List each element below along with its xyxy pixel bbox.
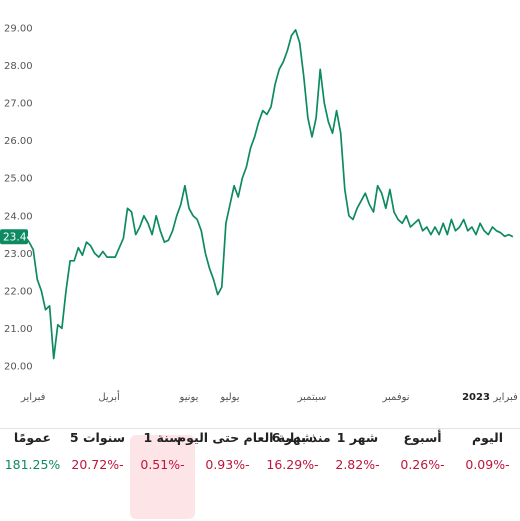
stat-period-change: 0.09%- <box>465 457 510 472</box>
y-axis: 20.00 21.00 22.00 23.00 24.00 25.00 26.00 27.00… <box>4 24 33 373</box>
price-chart: 20.00 21.00 22.00 23.00 24.00 25.00 26.00 27.00… <box>0 24 518 403</box>
y-tick-label: 23.00 <box>4 249 33 260</box>
stat-period-2[interactable]: 1 سنة 0.51%- <box>130 430 195 519</box>
stat-period-change: 181.25% <box>4 457 61 472</box>
stat-period-6[interactable]: أسبوع 0.26%- <box>390 429 455 519</box>
x-tick-label: 2023 <box>462 392 490 403</box>
current-value-label: 23.44 <box>3 232 33 244</box>
stat-period-1[interactable]: 5 سنوات 20.72%- <box>65 429 130 519</box>
stat-period-7[interactable]: اليوم 0.09%- <box>455 429 520 519</box>
y-tick-label: 20.00 <box>4 362 33 373</box>
price-series-line <box>24 29 514 360</box>
performance-stats: عمومًا 181.25% 5 سنوات 20.72%- 1 سنة 0.51%- من… <box>0 428 520 521</box>
x-tick-label: يونيو <box>179 392 199 403</box>
stat-period-label: 6 شهر <box>271 430 314 445</box>
stat-period-change: 2.82%- <box>335 457 380 472</box>
x-tick-label: نوفمبر <box>382 392 410 403</box>
x-tick-label: يوليو <box>219 392 239 403</box>
stat-period-label: 5 سنوات <box>69 430 126 445</box>
y-tick-label: 25.00 <box>4 174 33 185</box>
y-tick-label: 27.00 <box>4 99 33 110</box>
y-tick-label: 21.00 <box>4 324 33 335</box>
y-tick-label: 26.00 <box>4 136 33 147</box>
stat-period-change: 20.72%- <box>71 457 124 472</box>
x-tick-label: سبتمبر <box>297 392 327 403</box>
current-value-tag: 23.44 <box>0 229 33 245</box>
x-axis: فبراير أبريل يونيو يوليو سبتمبر نوفمبر 2023 فبر… <box>20 390 518 403</box>
y-tick-label: 24.00 <box>4 211 33 222</box>
stat-period-label: عمومًا <box>13 430 52 445</box>
y-tick-label: 22.00 <box>4 286 33 297</box>
stat-period-4[interactable]: 6 شهر 16.29%- <box>260 429 325 519</box>
x-tick-label: فبراير <box>492 392 518 403</box>
stat-period-label: 1 شهر <box>336 430 379 445</box>
x-tick-label: فبراير <box>20 392 46 403</box>
stat-period-5[interactable]: 1 شهر 2.82%- <box>325 429 390 519</box>
stat-period-change: 16.29%- <box>266 457 319 472</box>
stat-period-change: 0.26%- <box>400 457 445 472</box>
y-tick-label: 29.00 <box>4 24 33 35</box>
stat-period-change: 0.51%- <box>140 457 185 472</box>
stat-period-0[interactable]: عمومًا 181.25% <box>0 429 65 519</box>
y-tick-label: 28.00 <box>4 61 33 72</box>
stat-period-label: أسبوع <box>403 430 442 445</box>
stat-period-change: 0.93%- <box>205 457 250 472</box>
x-tick-label: أبريل <box>98 390 120 403</box>
stat-period-label: 1 سنة <box>143 430 182 445</box>
stat-period-label: اليوم <box>471 430 504 445</box>
